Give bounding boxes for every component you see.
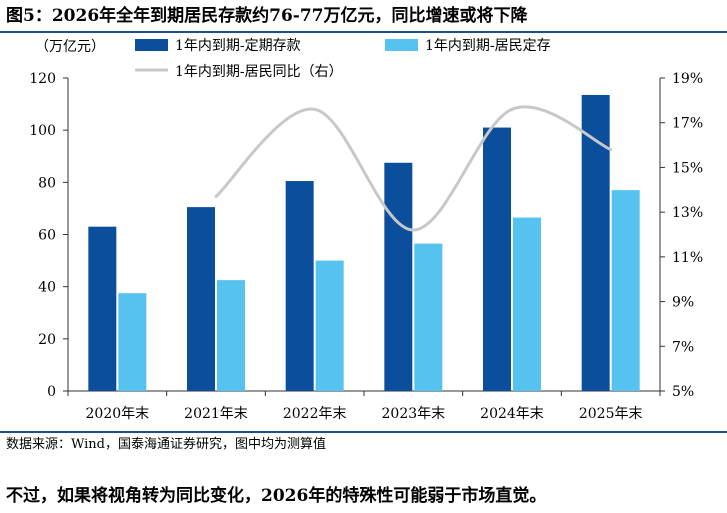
right-axis-tick-label: 13% bbox=[672, 205, 703, 221]
left-axis-tick-label: 40 bbox=[38, 280, 56, 296]
legend-label-household-deposit: 1年内到期-居民定存 bbox=[425, 38, 551, 54]
x-axis-tick-label: 2020年末 bbox=[86, 406, 150, 422]
yoy-line-path bbox=[214, 105, 613, 232]
source-note: 数据来源：Wind，国泰海通证券研究，图中均为测算值 bbox=[6, 437, 326, 452]
right-axis-tick-label: 19% bbox=[672, 71, 703, 87]
bar-household-deposit bbox=[513, 217, 541, 391]
bar-fixed-deposit bbox=[384, 162, 413, 391]
left-axis-tick-label: 80 bbox=[38, 175, 56, 191]
x-axis-tick-label: 2024年末 bbox=[480, 406, 544, 422]
left-axis-tick-label: 100 bbox=[29, 123, 56, 139]
bar-household-deposit bbox=[217, 280, 245, 391]
right-axis-tick-label: 9% bbox=[672, 295, 694, 311]
right-axis-tick-label: 17% bbox=[672, 116, 703, 132]
x-axis-tick-label: 2022年末 bbox=[283, 406, 347, 422]
chart: （万亿元） 1年内到期-定期存款 1年内到期-居民定存 1年内到期-居民同比（右… bbox=[29, 38, 703, 422]
top-rule bbox=[0, 31, 727, 33]
left-axis-tick-label: 0 bbox=[47, 384, 56, 400]
bottom-rule bbox=[0, 431, 727, 433]
legend-swatch-household-deposit bbox=[385, 39, 418, 51]
yoy-line-series bbox=[214, 105, 613, 232]
bars bbox=[88, 94, 640, 391]
x-axis-tick-label: 2023年末 bbox=[382, 406, 446, 422]
bar-fixed-deposit bbox=[187, 207, 215, 391]
legend-swatch-fixed-deposit bbox=[135, 39, 168, 51]
legend: （万亿元） 1年内到期-定期存款 1年内到期-居民定存 1年内到期-居民同比（右… bbox=[35, 38, 551, 80]
legend-label-yoy-line: 1年内到期-居民同比（右） bbox=[175, 64, 343, 80]
bar-household-deposit bbox=[611, 190, 640, 391]
bar-fixed-deposit bbox=[285, 181, 314, 391]
right-axis-tick-label: 11% bbox=[672, 250, 703, 266]
bar-household-deposit bbox=[315, 260, 344, 391]
bar-fixed-deposit bbox=[581, 94, 610, 391]
left-axis-tick-label: 20 bbox=[38, 332, 56, 348]
left-axis-unit-label: （万亿元） bbox=[35, 39, 105, 55]
figure-title: 图5：2026年全年到期居民存款约76-77万亿元，同比增速或将下降 bbox=[6, 6, 528, 26]
bar-household-deposit bbox=[118, 293, 147, 391]
right-axis-tick-label: 5% bbox=[672, 384, 694, 400]
bar-household-deposit bbox=[414, 243, 443, 391]
right-axis-tick-label: 7% bbox=[672, 339, 694, 355]
bar-fixed-deposit bbox=[88, 226, 117, 391]
x-axis-tick-label: 2021年末 bbox=[184, 406, 248, 422]
body-text: 不过，如果将视角转为同比变化，2026年的特殊性可能弱于市场直觉。 bbox=[6, 486, 547, 506]
x-axis-tick-label: 2025年末 bbox=[579, 406, 643, 422]
bar-fixed-deposit bbox=[483, 127, 511, 391]
left-axis-tick-label: 60 bbox=[38, 228, 56, 244]
left-axis-tick-label: 120 bbox=[29, 71, 56, 87]
legend-label-fixed-deposit: 1年内到期-定期存款 bbox=[175, 38, 301, 54]
right-axis-tick-label: 15% bbox=[672, 160, 703, 176]
axes: 0 20 40 60 80 100 120 5% 7% 9% 11% 13% 15% 17% 19% 2020… bbox=[29, 71, 703, 422]
